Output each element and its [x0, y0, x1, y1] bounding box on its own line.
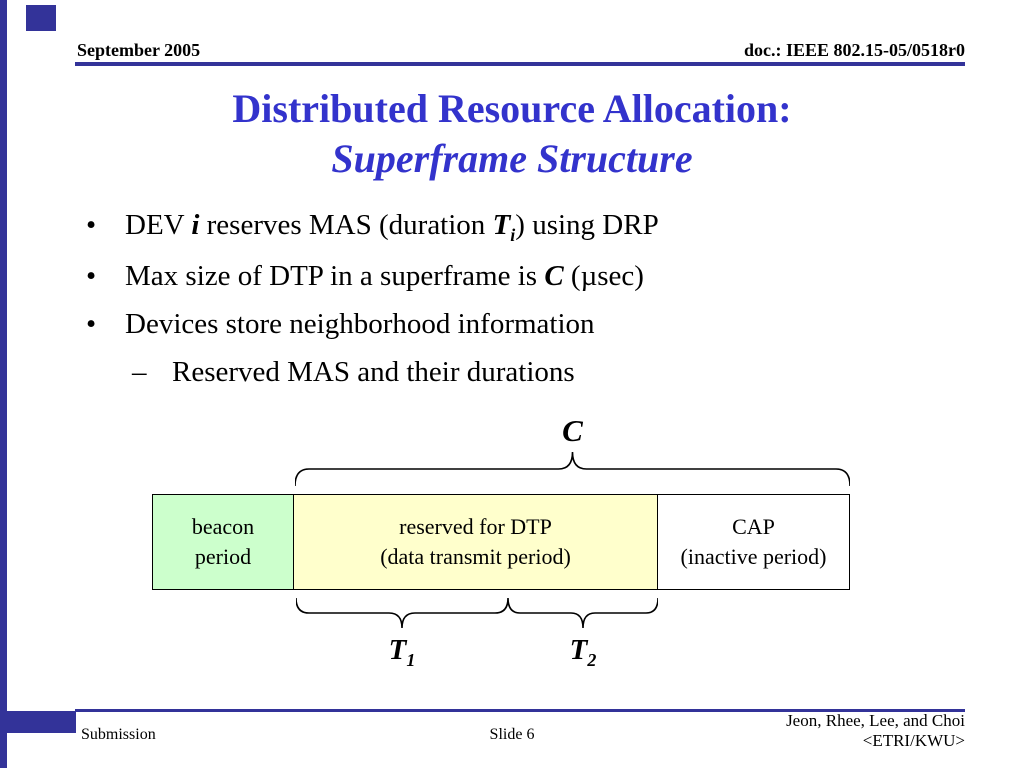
bullet-text: DEV i reserves MAS (duration Ti) using D… [125, 209, 659, 245]
bullet-list: • DEV i reserves MAS (duration Ti) using… [86, 208, 966, 403]
bullet-item-3: • Devices store neighborhood information [86, 307, 966, 342]
bullet-item-2: • Max size of DTP in a superframe is C (… [86, 259, 966, 294]
t1-subscript: 1 [406, 649, 416, 670]
header-date: September 2005 [77, 40, 201, 60]
beacon-period-label-line1: beacon [191, 513, 255, 539]
superframe-bar: beacon period reserved for DTP (data tra… [152, 494, 850, 590]
footer-authors-line1: Jeon, Rhee, Lee, and Choi [786, 711, 965, 730]
c-brace [295, 452, 850, 486]
bullet-marker: • [86, 308, 97, 341]
dtp-label-line2: (data transmit period) [380, 544, 571, 569]
t1-brace [296, 598, 508, 628]
beacon-period-box: beacon period [152, 494, 294, 590]
footer-rule [75, 709, 965, 712]
footer-authors-line2: <ETRI/KWU> [862, 731, 965, 751]
t1-duration-label: T1 [296, 634, 508, 671]
cap-box: CAP (inactive period) [657, 494, 850, 590]
footer-slide-number: Slide 6 [489, 726, 535, 743]
dtp-label-line1: reserved for DTP [399, 513, 552, 539]
t1-base: T [388, 634, 407, 666]
top-left-blue-square [26, 5, 56, 31]
beacon-period-label-line2: period [194, 544, 252, 569]
t2-subscript: 2 [587, 649, 597, 670]
header-doc-number: doc.: IEEE 802.15-05/0518r0 [743, 40, 965, 60]
bullet-marker: • [86, 260, 97, 293]
t2-base: T [569, 634, 588, 666]
bullet-text: Max size of DTP in a superframe is C (µs… [125, 260, 644, 293]
bullet-text: Reserved MAS and their durations [172, 355, 575, 388]
slide-title-line1: Distributed Resource Allocation: [232, 86, 792, 131]
cap-label-line2: (inactive period) [680, 544, 827, 569]
footer-authors: Jeon, Rhee, Lee, and Choi <ETRI/KWU> [786, 711, 965, 752]
footer-submission: Submission [81, 726, 156, 743]
slide-title-line2: Superframe Structure [331, 136, 693, 181]
slide-title: Distributed Resource Allocation: Superfr… [0, 84, 1024, 184]
header-rule [75, 62, 965, 66]
t2-duration-label: T2 [508, 634, 658, 671]
bullet-marker: • [86, 209, 97, 241]
t2-brace [508, 598, 658, 628]
bullet-subitem-1: – Reserved MAS and their durations [86, 355, 966, 390]
bullet-text: Devices store neighborhood information [125, 308, 595, 341]
c-duration-label: C [562, 413, 583, 448]
bullet-item-1: • DEV i reserves MAS (duration Ti) using… [86, 208, 966, 246]
footer-left-blue-bar [0, 711, 76, 733]
cap-label-line1: CAP [732, 513, 775, 539]
dtp-box: reserved for DTP (data transmit period) [292, 494, 659, 590]
left-blue-bar [0, 0, 7, 768]
dash-marker: – [132, 355, 147, 388]
